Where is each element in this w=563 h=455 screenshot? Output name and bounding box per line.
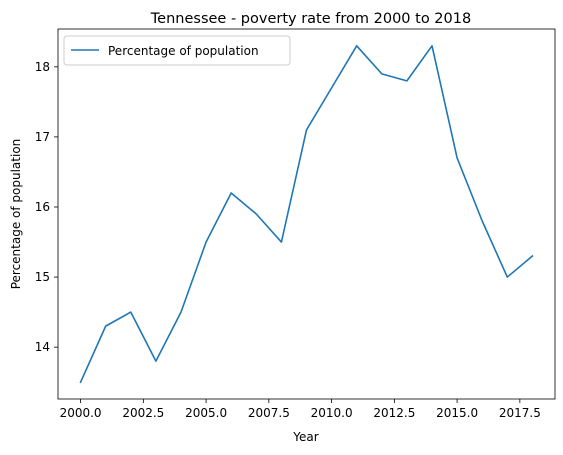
data-point [305,128,309,132]
data-point [129,310,133,314]
y-tick-label: 16 [35,200,50,214]
x-axis-label: Year [292,430,318,444]
data-point [380,72,384,76]
legend-box [63,35,291,66]
x-tick-label: 2017.5 [499,406,541,420]
data-point [530,254,534,258]
data-point [430,44,434,48]
data-point [480,219,484,223]
data-point [455,156,459,160]
data-point [104,324,108,328]
y-tick-label: 18 [35,60,50,74]
data-point [154,359,158,363]
y-axis-label: Percentage of population [9,139,23,290]
x-tick-label: 2002.5 [122,406,164,420]
x-tick-label: 2007.5 [248,406,290,420]
data-point [330,86,334,90]
y-axis: 14 15 16 17 18 [35,60,58,354]
data-point [355,44,359,48]
data-point [179,310,183,314]
x-axis: 2000.0 2002.5 2005.0 2007.5 2010.0 2012.5 2015… [60,399,541,420]
data-point [405,79,409,83]
plot-border [57,28,556,400]
data-point [279,240,283,244]
data-point [505,275,509,279]
y-tick-label: 15 [35,270,50,284]
chart-title: Tennessee - poverty rate from 2000 to 20… [150,11,471,27]
legend-label: Percentage of population [108,44,259,58]
x-tick-label: 2000.0 [60,406,102,420]
x-tick-label: 2005.0 [185,406,227,420]
data-point [204,240,208,244]
data-point [229,191,233,195]
x-tick-label: 2015.0 [436,406,478,420]
plot-area [58,29,555,399]
series-layer [79,44,534,384]
data-point [79,380,83,384]
y-tick-label: 14 [35,340,50,354]
data-point [254,212,258,216]
legend: Percentage of population [63,35,291,66]
y-tick-label: 17 [35,130,50,144]
series-line-0 [79,45,534,384]
x-tick-label: 2012.5 [373,406,415,420]
x-tick-label: 2010.0 [311,406,353,420]
